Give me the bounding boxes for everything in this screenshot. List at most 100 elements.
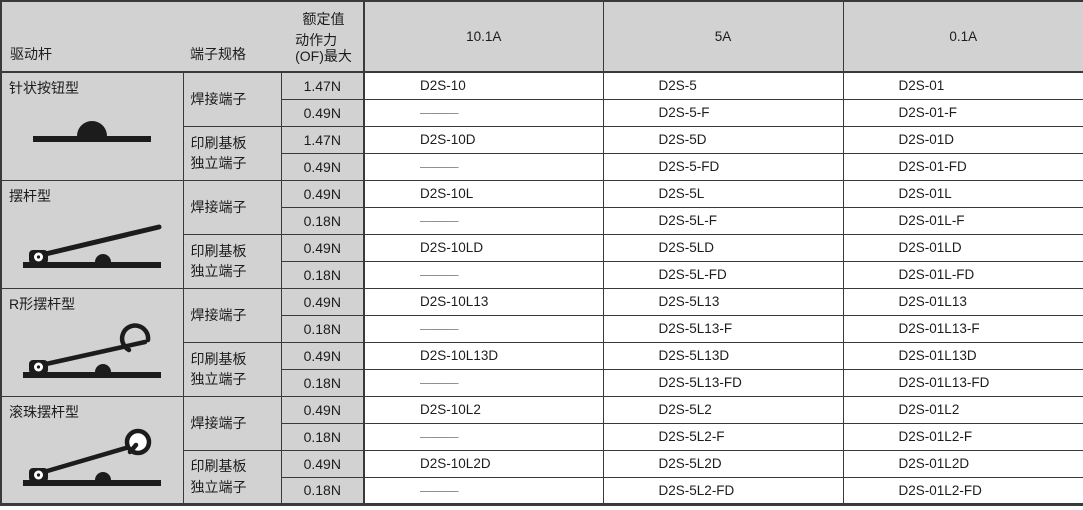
drive-lever-cell: 滚珠摆杆型	[1, 396, 184, 505]
table-row: 0.49N ——— D2S-5-F D2S-01-F	[1, 99, 1083, 127]
terminal-spec-header: 端子规格	[190, 46, 246, 62]
model-cell: D2S-01L-F	[843, 207, 1083, 235]
drive-lever-type-label: 摆杆型	[9, 187, 51, 204]
drive-lever-header: 驱动杆	[10, 46, 52, 62]
drive-lever-cell: 摆杆型	[1, 180, 184, 289]
table-row: 0.18N ——— D2S-5L13-FD D2S-01L13-FD	[1, 369, 1083, 397]
model-cell: D2S-5-FD	[603, 153, 844, 181]
drive-lever-cell: 针状按钮型	[1, 72, 184, 181]
model-cell: D2S-5L2-FD	[603, 477, 844, 505]
model-cell: D2S-01	[843, 72, 1083, 100]
model-cell: D2S-01L	[843, 180, 1083, 208]
operating-force-cell: 0.49N	[281, 153, 366, 181]
model-cell: ———	[364, 207, 604, 235]
model-cell: D2S-01L2	[843, 396, 1083, 424]
table-row: 摆杆型 焊接端子 0.49N D2S-10L D2S-5L D2S-01L	[1, 180, 1083, 289]
drive-lever-cell: R形摆杆型	[1, 288, 184, 397]
table-row: 0.18N ——— D2S-5L-FD D2S-01L-FD	[1, 261, 1083, 289]
terminal-type-cell: 焊接端子	[183, 180, 282, 235]
operating-force-cell: 0.49N	[281, 234, 366, 262]
terminal-type-cell: 焊接端子	[183, 72, 282, 127]
r-lever-icon	[23, 322, 162, 378]
model-cell: D2S-01L13D	[843, 342, 1083, 370]
header-left-cell: 驱动杆 端子规格 额定值 动作力 (OF)最大	[1, 1, 366, 73]
drive-lever-type-label: R形摆杆型	[9, 295, 76, 312]
operating-force-cell: 0.18N	[281, 261, 366, 289]
model-cell: D2S-5L2-F	[603, 423, 844, 451]
operating-force-cell: 0.49N	[281, 450, 366, 478]
model-cell: D2S-5L2D	[603, 450, 844, 478]
terminal-type-cell: 印刷基板 独立端子	[183, 234, 282, 289]
operating-force-header: 额定值 动作力 (OF)最大	[284, 9, 363, 65]
column-header-5a: 5A	[603, 1, 844, 73]
model-cell: ———	[364, 477, 604, 505]
operating-force-cell: 1.47N	[281, 126, 366, 154]
terminal-type-cell: 印刷基板 独立端子	[183, 450, 282, 505]
operating-force-cell: 0.18N	[281, 369, 366, 397]
model-cell: D2S-01L13	[843, 288, 1083, 316]
operating-force-cell: 0.49N	[281, 396, 366, 424]
terminal-type-cell: 印刷基板 独立端子	[183, 126, 282, 181]
operating-force-cell: 0.18N	[281, 423, 366, 451]
terminal-type-cell: 焊接端子	[183, 288, 282, 343]
operating-force-cell: 0.49N	[281, 342, 366, 370]
column-header-10-1a: 10.1A	[364, 1, 604, 73]
table-row: 针状按钮型 焊接端子 1.47N D2S-10 D2S-5 D2S-01	[1, 72, 1083, 181]
table-row: 印刷基板 独立端子 0.49N D2S-10LD D2S-5LD D2S-01LD	[1, 234, 1083, 289]
table-row: 0.18N ——— D2S-5L2-FD D2S-01L2-FD	[1, 477, 1083, 505]
model-cell: D2S-10L	[364, 180, 604, 208]
model-cell: D2S-10L2	[364, 396, 604, 424]
header-row: 驱动杆 端子规格 额定值 动作力 (OF)最大 10.1A 5A 0.1A	[1, 1, 1083, 73]
table-row: R形摆杆型 焊接端子 0.49N D2S-10L13 D2S-5L13 D2S-…	[1, 288, 1083, 397]
operating-force-cell: 1.47N	[281, 72, 366, 100]
model-cell: D2S-5L-F	[603, 207, 844, 235]
model-cell: D2S-01D	[843, 126, 1083, 154]
model-cell: D2S-5L2	[603, 396, 844, 424]
table-row: 滚珠摆杆型 焊接端子 0.49N D2S-10L2 D2S-5L2	[1, 396, 1083, 505]
table-row: 0.18N ——— D2S-5L13-F D2S-01L13-F	[1, 315, 1083, 343]
model-cell: ———	[364, 99, 604, 127]
model-cell: ———	[364, 369, 604, 397]
model-cell: D2S-5L13-F	[603, 315, 844, 343]
rated-value-label: 额定值	[302, 11, 345, 27]
operating-force-cell: 0.18N	[281, 477, 366, 505]
model-cell: D2S-01LD	[843, 234, 1083, 262]
terminal-type-cell: 印刷基板 独立端子	[183, 342, 282, 397]
table-row: 印刷基板 独立端子 1.47N D2S-10D D2S-5D D2S-01D	[1, 126, 1083, 181]
model-cell: D2S-5L13	[603, 288, 844, 316]
model-cell: D2S-01L2-FD	[843, 477, 1083, 505]
model-cell: D2S-5LD	[603, 234, 844, 262]
model-cell: D2S-01L2D	[843, 450, 1083, 478]
model-cell: D2S-5D	[603, 126, 844, 154]
model-cell: D2S-10L13D	[364, 342, 604, 370]
model-cell: D2S-10	[364, 72, 604, 100]
model-cell: D2S-10LD	[364, 234, 604, 262]
model-cell: D2S-5L	[603, 180, 844, 208]
table-row: 0.49N ——— D2S-5-FD D2S-01-FD	[1, 153, 1083, 181]
model-cell: D2S-01L2-F	[843, 423, 1083, 451]
model-cell: D2S-01L-FD	[843, 261, 1083, 289]
model-cell: D2S-01-FD	[843, 153, 1083, 181]
model-cell: D2S-01L13-FD	[843, 369, 1083, 397]
drive-lever-type-label: 针状按钮型	[9, 80, 79, 96]
model-cell: D2S-5	[603, 72, 844, 100]
model-cell: D2S-5-F	[603, 99, 844, 127]
drive-lever-type-label: 滚珠摆杆型	[9, 403, 79, 420]
model-cell: ———	[364, 261, 604, 289]
model-cell: D2S-5L13-FD	[603, 369, 844, 397]
table-row: 印刷基板 独立端子 0.49N D2S-10L2D D2S-5L2D D2S-01…	[1, 450, 1083, 505]
column-header-0-1a: 0.1A	[843, 1, 1083, 73]
terminal-type-cell: 焊接端子	[183, 396, 282, 451]
model-cell: D2S-5L-FD	[603, 261, 844, 289]
model-cell: D2S-01-F	[843, 99, 1083, 127]
model-cell: D2S-10L2D	[364, 450, 604, 478]
table-row: 印刷基板 独立端子 0.49N D2S-10L13D D2S-5L13D D2S-…	[1, 342, 1083, 397]
roller-lever-icon	[23, 428, 162, 486]
model-cell: D2S-01L13-F	[843, 315, 1083, 343]
model-cell: D2S-5L13D	[603, 342, 844, 370]
operating-force-label: 动作力 (OF)最大	[295, 31, 352, 65]
table-row: 0.18N ——— D2S-5L-F D2S-01L-F	[1, 207, 1083, 235]
pin-plunger-icon	[33, 121, 152, 142]
hinge-lever-icon	[23, 224, 162, 268]
